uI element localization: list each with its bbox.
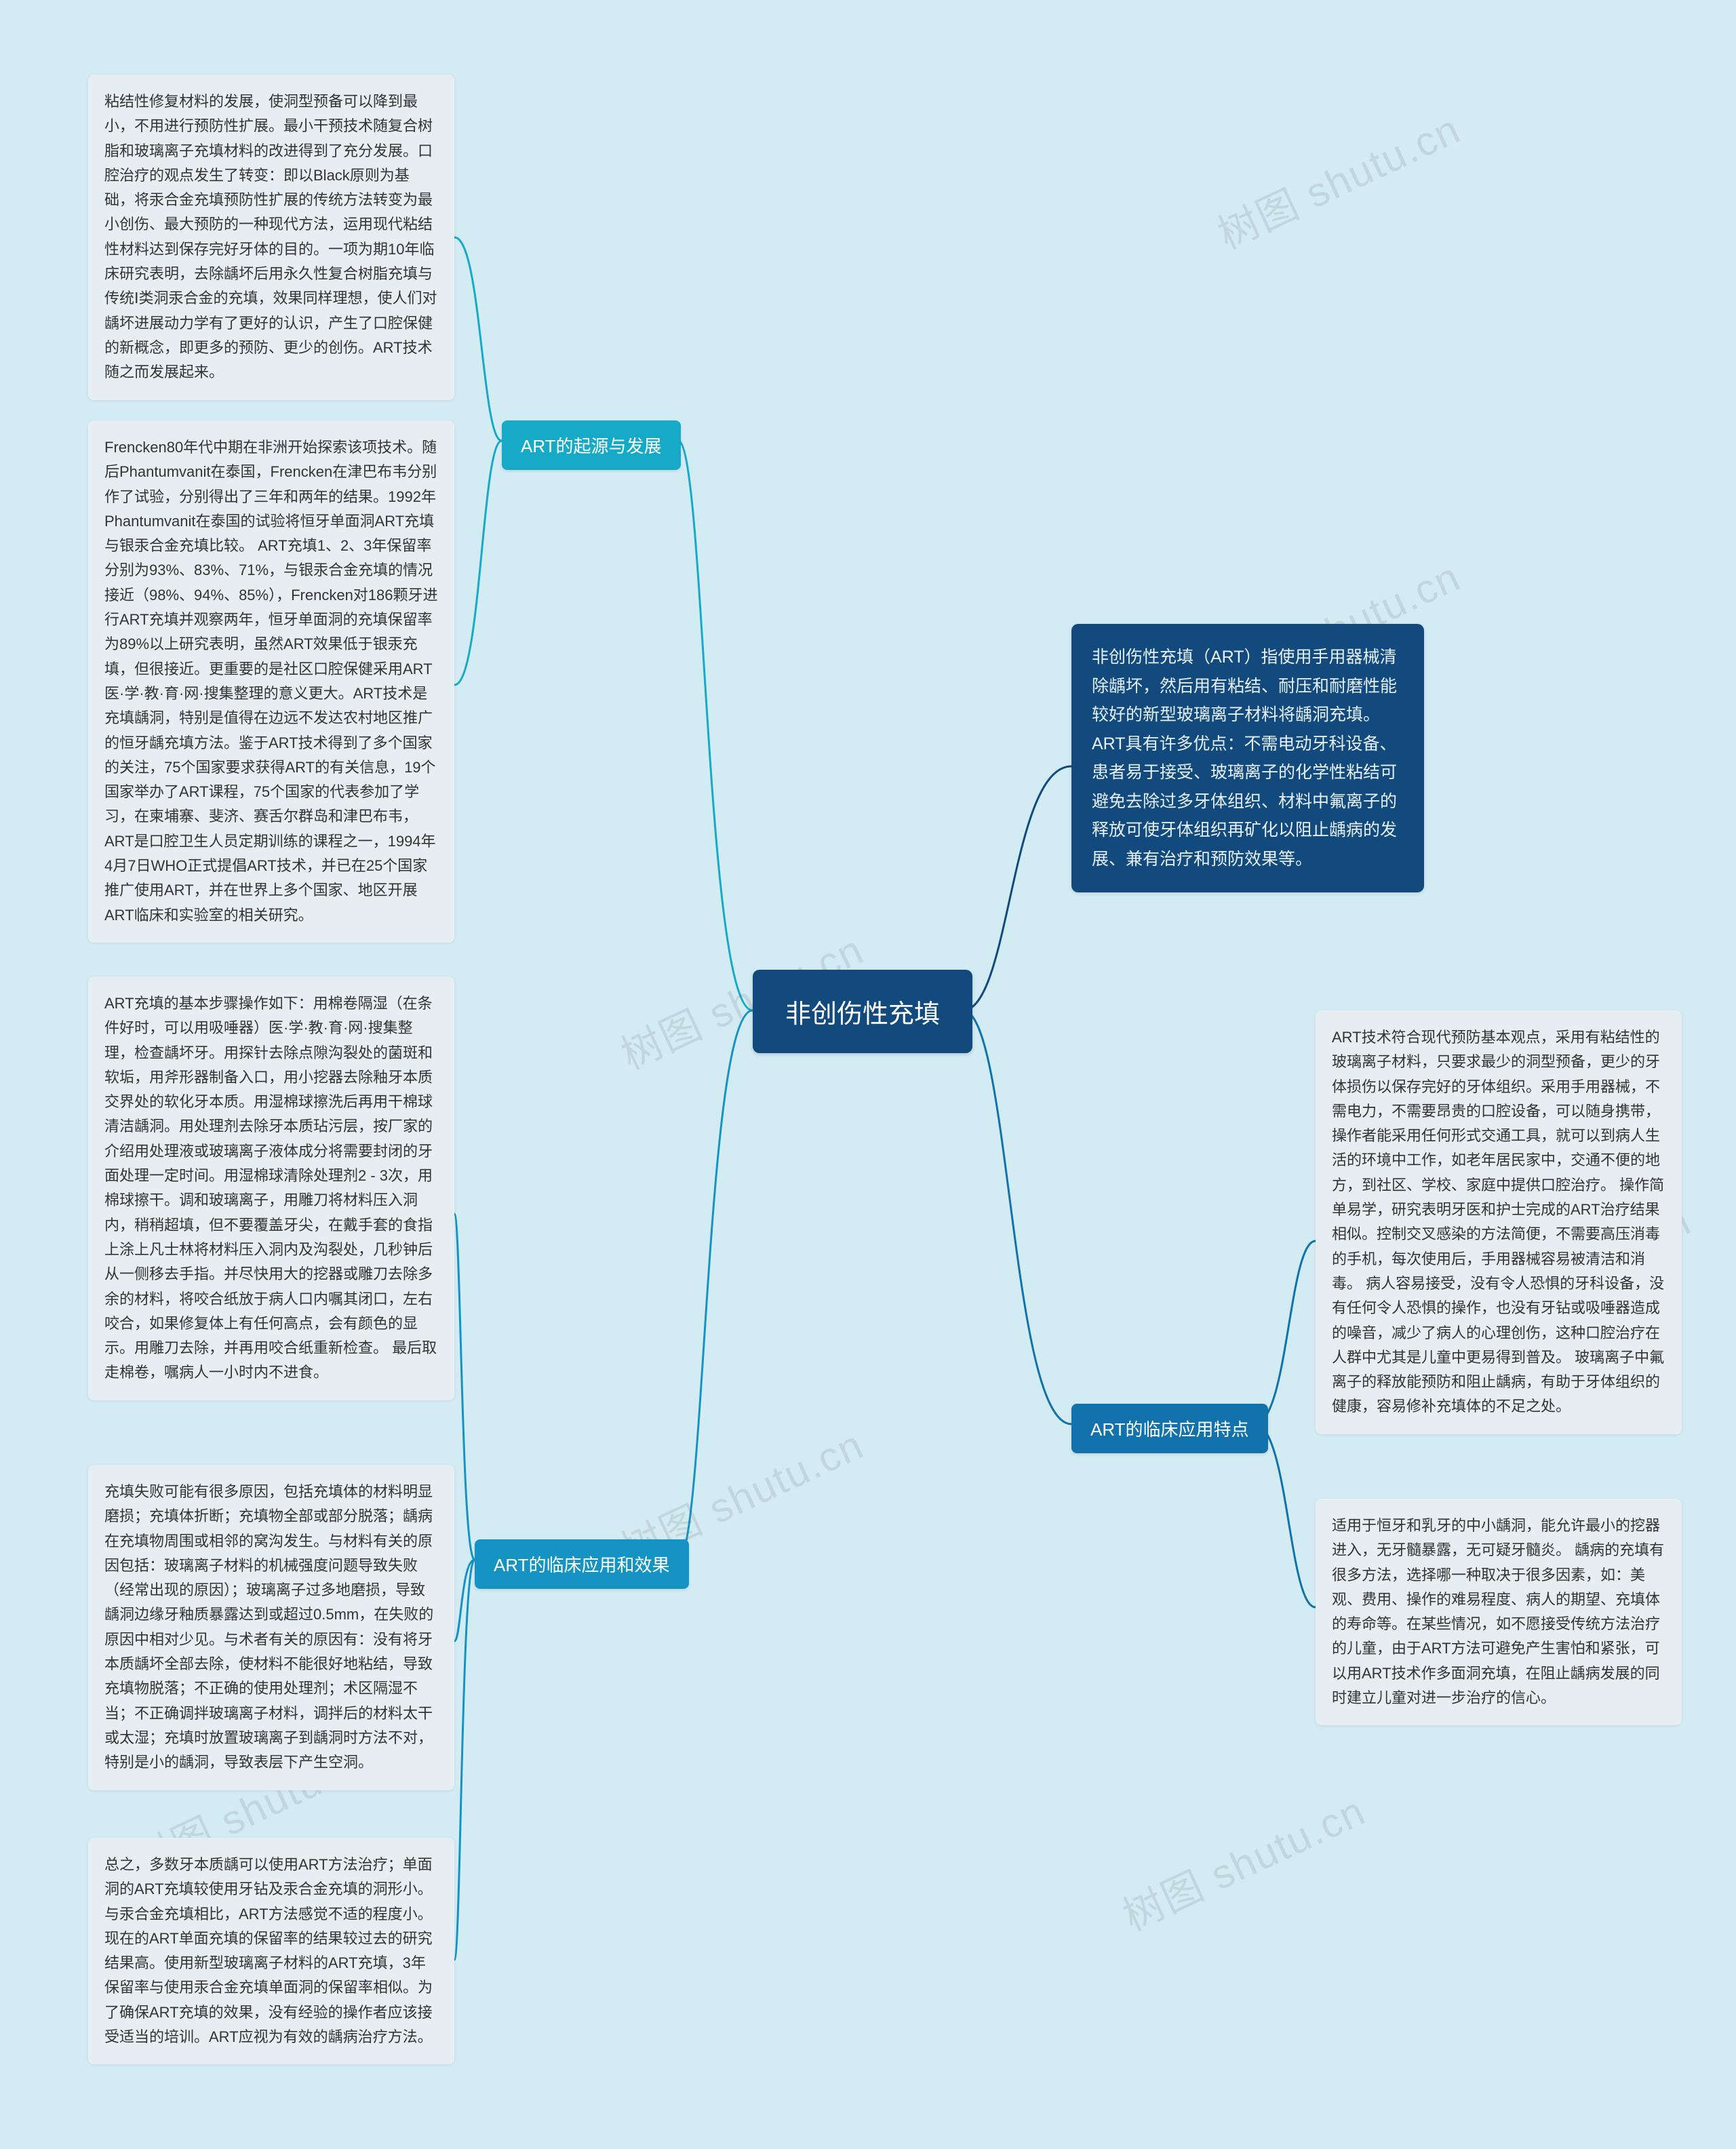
connector-path — [454, 1560, 475, 1960]
description-node[interactable]: 非创伤性充填（ART）指使用手用器械清除龋坏，然后用有粘结、耐压和耐磨性能较好的… — [1071, 624, 1424, 892]
center-node[interactable]: 非创伤性充填 — [753, 970, 972, 1053]
leaf-text: ART技术符合现代预防基本观点，采用有粘结性的玻璃离子材料，只要求最少的洞型预备… — [1332, 1029, 1664, 1415]
leaf-node[interactable]: 粘结性修复材料的发展，使洞型预备可以降到最小，不用进行预防性扩展。最小干预技术随… — [88, 75, 454, 400]
connector-path — [963, 766, 1071, 1010]
connector-path — [963, 1010, 1071, 1424]
leaf-text: Frencken80年代中期在非洲开始探索该项技术。随后Phantumvanit… — [104, 439, 438, 924]
branch-label: ART的起源与发展 — [521, 436, 662, 456]
branch-node-effect[interactable]: ART的临床应用和效果 — [475, 1539, 689, 1589]
leaf-text: 总之，多数牙本质龋可以使用ART方法治疗；单面洞的ART充填较使用牙钻及汞合金充… — [104, 1856, 433, 2045]
watermark-text: 树图 shutu.cn — [1207, 97, 1469, 261]
branch-label: ART的临床应用和效果 — [494, 1555, 670, 1575]
center-label: 非创伤性充填 — [785, 1000, 940, 1029]
leaf-node[interactable]: ART技术符合现代预防基本观点，采用有粘结性的玻璃离子材料，只要求最少的洞型预备… — [1316, 1010, 1682, 1434]
leaf-node[interactable]: ART充填的基本步骤操作如下：用棉卷隔湿（在条件好时，可以用吸唾器）医·学·教·… — [88, 977, 454, 1400]
branch-node-clinical[interactable]: ART的临床应用特点 — [1071, 1404, 1268, 1453]
leaf-text: 粘结性修复材料的发展，使洞型预备可以降到最小，不用进行预防性扩展。最小干预技术随… — [104, 93, 437, 380]
connector-path — [454, 1560, 475, 1641]
connector-path — [454, 441, 502, 685]
connector-path — [678, 441, 753, 1010]
leaf-text: 适用于恒牙和乳牙的中小龋洞，能允许最小的挖器进入，无牙髓暴露，无可疑牙髓炎。 龋… — [1332, 1517, 1664, 1706]
leaf-text: ART充填的基本步骤操作如下：用棉卷隔湿（在条件好时，可以用吸唾器）医·学·教·… — [104, 995, 437, 1381]
leaf-node[interactable]: 适用于恒牙和乳牙的中小龋洞，能允许最小的挖器进入，无牙髓暴露，无可疑牙髓炎。 龋… — [1316, 1499, 1682, 1725]
connector-path — [454, 237, 502, 441]
leaf-text: 充填失败可能有很多原因，包括充填体的材料明显磨损；充填体折断；充填物全部或部分脱… — [104, 1483, 433, 1771]
connector-path — [454, 1214, 475, 1560]
mindmap-canvas: 树图 shutu.cn树图 shutu.cn树图 shutu.cn树图 shut… — [0, 0, 1736, 2149]
leaf-node[interactable]: 总之，多数牙本质龋可以使用ART方法治疗；单面洞的ART充填较使用牙钻及汞合金充… — [88, 1838, 454, 2064]
connector-path — [1255, 1241, 1316, 1424]
branch-node-origin[interactable]: ART的起源与发展 — [502, 420, 681, 470]
description-text: 非创伤性充填（ART）指使用手用器械清除龋坏，然后用有粘结、耐压和耐磨性能较好的… — [1092, 648, 1397, 869]
leaf-node[interactable]: Frencken80年代中期在非洲开始探索该项技术。随后Phantumvanit… — [88, 420, 454, 943]
leaf-node[interactable]: 充填失败可能有很多原因，包括充填体的材料明显磨损；充填体折断；充填物全部或部分脱… — [88, 1465, 454, 1790]
connector-path — [678, 1010, 753, 1560]
branch-label: ART的临床应用特点 — [1090, 1419, 1249, 1440]
watermark-text: 树图 shutu.cn — [1112, 1779, 1374, 1943]
